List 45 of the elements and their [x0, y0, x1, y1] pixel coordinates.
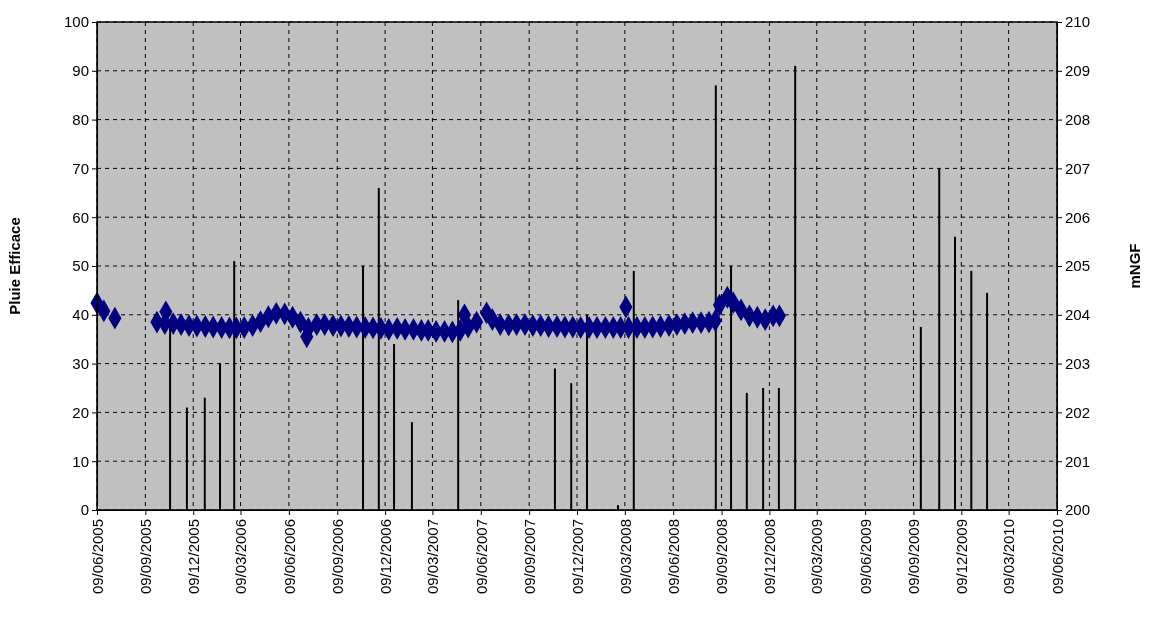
x-tick-label: 09/09/2009: [905, 519, 923, 595]
x-tick-label: 09/12/2005: [184, 519, 202, 595]
y2-tick-label: 201: [1065, 452, 1091, 470]
x-tick-label: 09/06/2007: [472, 519, 490, 595]
y-tick-label: 80: [72, 110, 89, 128]
y-tick-label: 70: [72, 159, 89, 177]
x-tick-label: 09/03/2007: [424, 519, 442, 595]
y2-tick-label: 203: [1065, 354, 1091, 372]
y-tick-label: 40: [72, 306, 89, 324]
y-tick-label: 60: [72, 208, 89, 226]
x-tick-label: 09/12/2007: [568, 519, 586, 595]
y-tick-label: 10: [72, 452, 89, 470]
y-tick-label: 30: [72, 354, 89, 372]
y2-tick-label: 206: [1065, 208, 1091, 226]
y2-tick-label: 205: [1065, 257, 1091, 275]
x-tick-label: 09/03/2010: [1000, 519, 1018, 595]
y-axis-title: Pluie Efficace: [6, 217, 23, 315]
y2-tick-label: 210: [1065, 13, 1091, 31]
y-tick-label: 50: [72, 257, 89, 275]
y2-axis-title: mNGF: [1126, 243, 1143, 289]
x-tick-label: 09/06/2005: [88, 519, 106, 595]
y2-tick-label: 209: [1065, 62, 1091, 80]
x-tick-label: 09/09/2008: [713, 519, 731, 595]
x-tick-label: 09/03/2008: [616, 519, 634, 595]
x-tick-label: 09/12/2008: [761, 519, 779, 595]
x-tick-label: 09/09/2007: [520, 519, 538, 595]
x-tick-label: 09/12/2009: [953, 519, 971, 595]
x-tick-label: 09/06/2009: [856, 519, 874, 595]
x-tick-label: 09/06/2006: [280, 519, 298, 595]
x-tick-label: 09/03/2006: [232, 519, 250, 595]
y2-tick-label: 204: [1065, 306, 1091, 324]
y2-tick-label: 207: [1065, 159, 1091, 177]
y2-tick-label: 202: [1065, 403, 1091, 421]
x-tick-label: 09/03/2009: [808, 519, 826, 595]
x-tick-label: 09/12/2006: [376, 519, 394, 595]
x-tick-label: 09/09/2006: [329, 519, 347, 595]
x-tick-label: 09/09/2005: [137, 519, 155, 595]
x-tick-label: 09/06/2010: [1048, 519, 1066, 595]
x-tick-label: 09/06/2008: [664, 519, 682, 595]
y2-tick-label: 208: [1065, 110, 1091, 128]
y-tick-label: 20: [72, 403, 89, 421]
y-tick-label: 100: [63, 13, 89, 31]
y2-tick-label: 200: [1065, 501, 1091, 519]
y-tick-label: 90: [72, 62, 89, 80]
y-tick-label: 0: [80, 501, 89, 519]
